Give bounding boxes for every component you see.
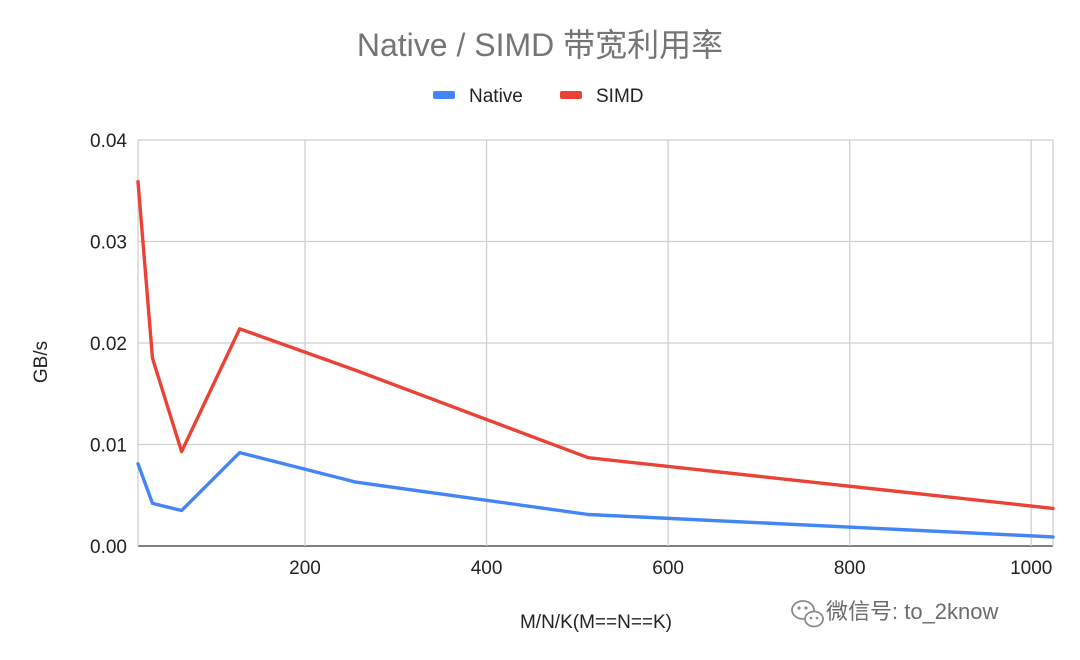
x-tick-label: 200 (289, 558, 321, 579)
y-tick-label: 0.01 (90, 436, 127, 457)
series-line-simd (136, 179, 1055, 511)
x-axis-label: M/N/K(M==N==K) (520, 612, 672, 633)
legend-swatch-native (433, 91, 455, 99)
y-tick-label: 0.00 (90, 537, 127, 558)
x-axis-ticks: 200 400 600 800 1000 (289, 558, 1052, 579)
legend: Native SIMD (433, 86, 644, 107)
y-tick-label: 0.02 (90, 334, 127, 355)
y-axis-label: GB/s (31, 341, 52, 383)
x-tick-label: 600 (652, 558, 684, 579)
wechat-icon (791, 600, 824, 628)
y-axis-ticks: 0.00 0.01 0.02 0.03 0.04 (90, 131, 127, 558)
x-tick-label: 400 (471, 558, 503, 579)
watermark: 微信号: to_2know (791, 599, 999, 628)
chart-title: Native / SIMD 带宽利用率 (357, 27, 723, 63)
series-lines (136, 179, 1055, 539)
legend-label-native: Native (469, 86, 523, 107)
y-tick-label: 0.04 (90, 131, 127, 152)
x-tick-label: 800 (834, 558, 866, 579)
legend-swatch-simd (560, 91, 582, 99)
legend-label-simd: SIMD (596, 86, 644, 107)
series-line-native (136, 450, 1055, 539)
y-tick-label: 0.03 (90, 233, 127, 254)
gridlines (137, 139, 1054, 547)
x-tick-label: 1000 (1010, 558, 1052, 579)
watermark-text: 微信号: to_2know (826, 599, 999, 624)
